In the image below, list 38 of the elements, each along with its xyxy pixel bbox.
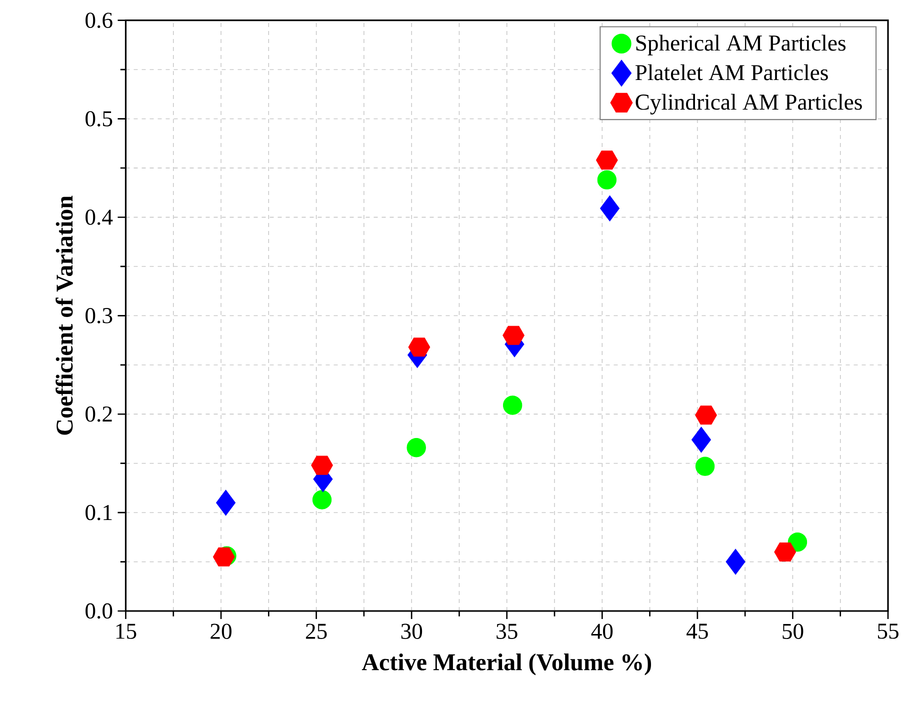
x-tick-label: 20	[210, 624, 232, 640]
y-tick-label: 0.1	[86, 504, 112, 520]
point	[502, 326, 524, 345]
legend-label: Cylindrical AM Particles	[636, 94, 862, 114]
point	[406, 438, 426, 458]
point	[216, 490, 236, 516]
point	[691, 426, 712, 453]
x-axis-title: Active Material (Volume %)	[362, 653, 652, 676]
x-tick-label: 35	[496, 624, 518, 639]
legend-label: Platelet AM Particles	[635, 64, 828, 80]
point	[597, 170, 617, 190]
x-tick-label: 55	[878, 624, 898, 639]
x-tick-label: 40	[591, 624, 613, 640]
y-tick-label: 0.6	[86, 12, 112, 28]
y-tick-label: 0.0	[86, 603, 112, 619]
y-tick-label: 0.3	[86, 308, 112, 324]
point	[212, 547, 235, 566]
point	[408, 338, 430, 357]
y-tick-label: 0.4	[86, 210, 113, 225]
point	[502, 396, 522, 415]
y-tick-label: 0.2	[86, 406, 112, 422]
point	[788, 532, 808, 552]
x-tick-label: 30	[401, 624, 422, 640]
point	[726, 548, 746, 575]
point	[600, 195, 620, 222]
x-tick-label: 25	[306, 624, 327, 639]
point	[596, 150, 618, 170]
x-tick-label: 15	[116, 624, 136, 639]
point	[695, 456, 715, 476]
x-tick-label: 50	[782, 624, 804, 640]
point	[311, 456, 333, 475]
point	[774, 542, 796, 562]
y-tick-label: 0.5	[86, 111, 112, 126]
legend-label: Spherical AM Particles	[636, 34, 846, 56]
point	[695, 406, 717, 425]
y-axis-title: Coefficient of Variation	[56, 196, 73, 435]
point	[312, 490, 332, 510]
x-tick-label: 45	[686, 624, 708, 639]
